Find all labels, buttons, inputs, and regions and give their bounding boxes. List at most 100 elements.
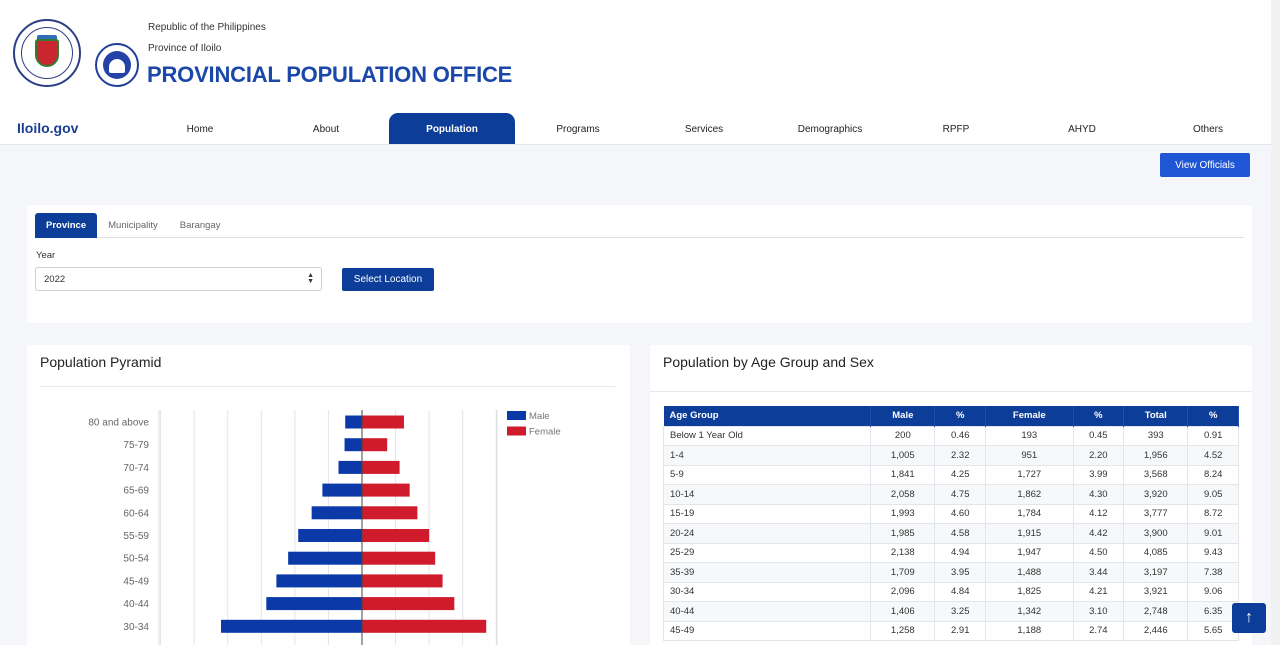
table-cell: 40-44 <box>662 601 872 622</box>
legend-swatch <box>507 426 526 436</box>
table-row: 35-39 1,709 3.95 1,488 3.44 3,197 7.38 <box>662 562 1239 583</box>
female-bar <box>362 483 410 497</box>
y-tick-label: 55-59 <box>123 531 149 542</box>
main-nav: Home About Population Programs Services … <box>137 113 1271 144</box>
population-pyramid-card: Population Pyramid 80 and above 75-79 70-7… <box>27 345 630 645</box>
table-cell: 1,709 <box>870 562 936 583</box>
female-bar <box>362 438 388 452</box>
table-row: 5-9 1,841 4.25 1,727 3.99 3,568 8.24 <box>662 464 1239 485</box>
table-cell: 1,915 <box>985 523 1074 544</box>
location-tabs: Province Municipality Barangay <box>35 213 1244 238</box>
y-tick-label: 80 and above <box>88 418 149 429</box>
table-cell: 1,985 <box>870 523 936 544</box>
female-bar <box>362 551 436 565</box>
table-header-cell: Total <box>1123 406 1189 426</box>
male-bar <box>266 597 362 611</box>
table-cell: 2.20 <box>1072 445 1125 466</box>
table-row: 20-24 1,985 4.58 1,915 4.42 3,900 9.01 <box>662 523 1239 544</box>
table-cell: 5-9 <box>662 464 872 485</box>
male-bar <box>298 529 362 542</box>
table-cell: 4.52 <box>1187 445 1239 466</box>
select-arrows-icon: ▲ ▼ <box>307 272 314 285</box>
table-cell: 3,777 <box>1123 503 1189 524</box>
page-title: PROVINCIAL POPULATION OFFICE <box>147 62 513 87</box>
table-cell: 3,921 <box>1123 581 1189 602</box>
y-tick-label: 65-69 <box>123 486 149 497</box>
table-cell: 4.84 <box>934 581 987 602</box>
table-row: 40-44 1,406 3.25 1,342 3.10 2,748 6.35 <box>662 601 1239 622</box>
table-cell: 2,748 <box>1123 601 1189 622</box>
table-cell: 4.12 <box>1072 503 1125 524</box>
y-tick-label: 40-44 <box>123 599 149 610</box>
table-cell: 3,920 <box>1123 484 1189 505</box>
table-header-cell: Age Group <box>663 406 872 426</box>
nav-about[interactable]: About <box>312 124 340 135</box>
table-cell: 4.30 <box>1072 484 1125 505</box>
table-header-cell: % <box>1187 406 1239 426</box>
table-header-cell: % <box>1073 406 1125 426</box>
y-tick-label: 60-64 <box>123 508 149 519</box>
table-cell: 4.25 <box>934 464 987 485</box>
table-cell: 4,085 <box>1123 542 1189 563</box>
view-officials-button[interactable]: View Officials <box>1160 153 1250 177</box>
table-cell: 3,900 <box>1123 523 1189 544</box>
table-cell: 1,406 <box>870 601 936 622</box>
popcom-logo <box>95 43 139 87</box>
brand-link[interactable]: Iloilo.gov <box>17 120 79 136</box>
table-cell: 1,258 <box>870 620 936 641</box>
table-cell: 1,841 <box>870 464 936 485</box>
table-cell: 7.38 <box>1187 562 1239 583</box>
nav-others[interactable]: Others <box>1192 124 1223 135</box>
table-cell: 193 <box>985 425 1074 446</box>
nav-ahyd[interactable]: AHYD <box>1068 124 1096 135</box>
nav-programs[interactable]: Programs <box>556 124 600 135</box>
page-scrollbar[interactable] <box>1271 0 1280 645</box>
tab-municipality[interactable]: Municipality <box>108 220 158 231</box>
table-cell: 3.25 <box>934 601 987 622</box>
y-tick-label: 75-79 <box>123 440 149 451</box>
table-cell: 9.01 <box>1187 523 1239 544</box>
table-cell: 1,825 <box>985 581 1074 602</box>
table-cell: 9.05 <box>1187 484 1239 505</box>
pyramid-title: Population Pyramid <box>40 354 162 370</box>
table-cell: 4.58 <box>934 523 987 544</box>
nav-population[interactable]: Population <box>389 113 515 144</box>
nav-home[interactable]: Home <box>186 124 214 135</box>
tab-province[interactable]: Province <box>35 213 98 238</box>
table-cell: 951 <box>985 445 1074 466</box>
nav-services[interactable]: Services <box>684 124 724 135</box>
table-cell: 3.99 <box>1072 464 1125 485</box>
y-tick-label: 45-49 <box>123 576 149 587</box>
nav-demographics[interactable]: Demographics <box>797 124 863 135</box>
table-cell: 1,488 <box>985 562 1074 583</box>
table-cell: 1,993 <box>870 503 936 524</box>
table-cell: 30-34 <box>662 581 872 602</box>
tab-barangay[interactable]: Barangay <box>179 220 221 231</box>
province-seal-logo <box>13 19 81 87</box>
female-bar <box>362 574 443 588</box>
table-row: 30-34 2,096 4.84 1,825 4.21 3,921 9.06 <box>662 581 1239 602</box>
table-cell: 2,446 <box>1123 620 1189 641</box>
male-bar <box>345 415 362 429</box>
table-cell: 3.10 <box>1072 601 1125 622</box>
table-cell: 1,947 <box>985 542 1074 563</box>
table-header-cell: % <box>934 406 987 426</box>
back-to-top-button[interactable]: ↑ <box>1232 603 1266 633</box>
select-location-button[interactable]: Select Location <box>342 268 434 291</box>
table-cell: 3.95 <box>934 562 987 583</box>
header-republic-text: Republic of the Philippines <box>148 22 266 33</box>
year-select-value: 2022 <box>44 273 66 285</box>
table-cell: 1,005 <box>870 445 936 466</box>
year-select[interactable]: 2022 ▲ ▼ <box>35 267 322 291</box>
age-group-table-card: Population by Age Group and Sex Age Grou… <box>650 345 1252 645</box>
table-cell: 4.75 <box>934 484 987 505</box>
arrow-up-icon: ↑ <box>1245 609 1253 626</box>
male-bar <box>322 483 362 497</box>
table-cell: 8.72 <box>1187 503 1239 524</box>
age-group-table: Age Group Male% Female% Total% Below 1 Year… <box>662 406 1239 641</box>
year-label: Year <box>36 250 56 261</box>
nav-rpfp[interactable]: RPFP <box>942 124 970 135</box>
table-cell: 2.32 <box>934 445 987 466</box>
site-header: Republic of the Philippines Province of … <box>0 0 1280 145</box>
male-bar <box>338 460 362 474</box>
